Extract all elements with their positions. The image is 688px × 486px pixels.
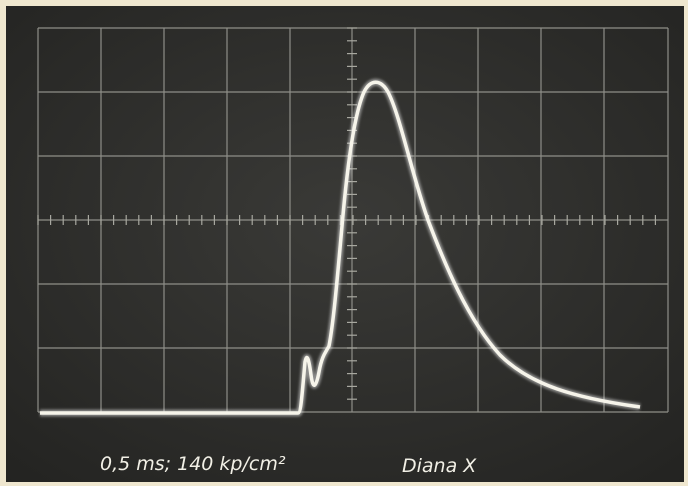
- oscilloscope-photo: 0,5 ms; 140 kp/cm² Diana X: [0, 0, 688, 482]
- caption-settings: 0,5 ms; 140 kp/cm²: [100, 453, 286, 475]
- caption-material: Diana X: [402, 455, 477, 477]
